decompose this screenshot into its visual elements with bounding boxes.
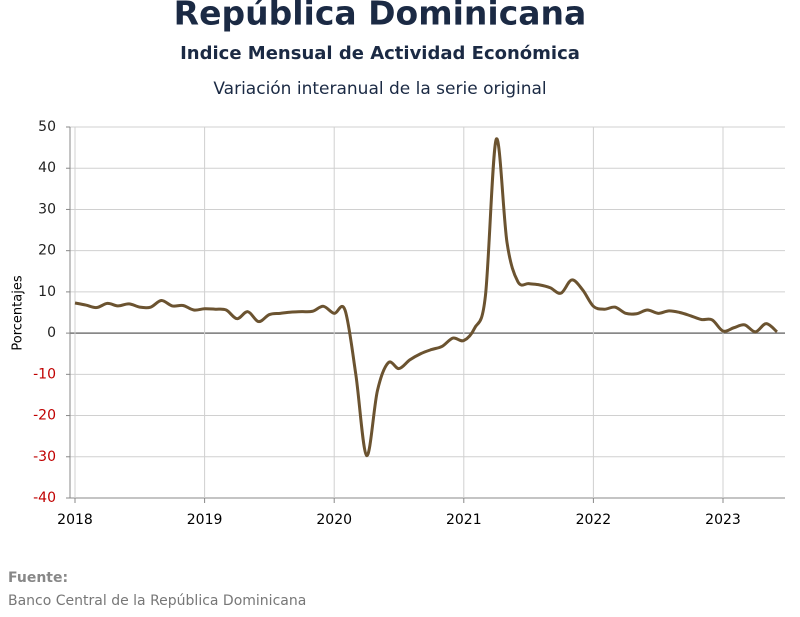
y-tick-label: -20 — [33, 408, 56, 424]
x-tick-label: 2023 — [705, 512, 741, 528]
y-tick-label: 40 — [38, 160, 56, 176]
y-tick-label: -10 — [33, 366, 56, 382]
x-tick-label: 2019 — [187, 512, 223, 528]
chart-title: República Dominicana — [174, 0, 587, 33]
x-tick-label: 2020 — [316, 512, 352, 528]
chart-subtitle: Variación interanual de la serie origina… — [213, 79, 546, 99]
y-tick-label: 20 — [38, 243, 56, 259]
y-tick-label: 0 — [47, 325, 56, 341]
y-axis-label: Porcentajes — [11, 275, 26, 350]
x-tick-label: 2022 — [576, 512, 612, 528]
source: Banco Central de la República Dominicana — [8, 593, 306, 609]
y-tick-label: 50 — [38, 119, 56, 135]
source-title: Fuente: — [8, 570, 68, 586]
x-tick-label: 2018 — [57, 512, 93, 528]
y-tick-label: 30 — [38, 201, 56, 217]
y-tick-label: 10 — [38, 284, 56, 300]
chart-subtitle: Indice Mensual de Actividad Económica — [180, 43, 580, 64]
x-tick-label: 2021 — [446, 512, 482, 528]
data-line — [74, 137, 778, 458]
y-tick-label: -40 — [33, 490, 56, 506]
y-tick-label: -30 — [33, 449, 56, 465]
